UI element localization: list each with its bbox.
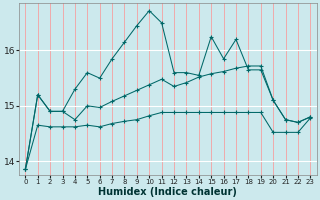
X-axis label: Humidex (Indice chaleur): Humidex (Indice chaleur) xyxy=(98,187,237,197)
